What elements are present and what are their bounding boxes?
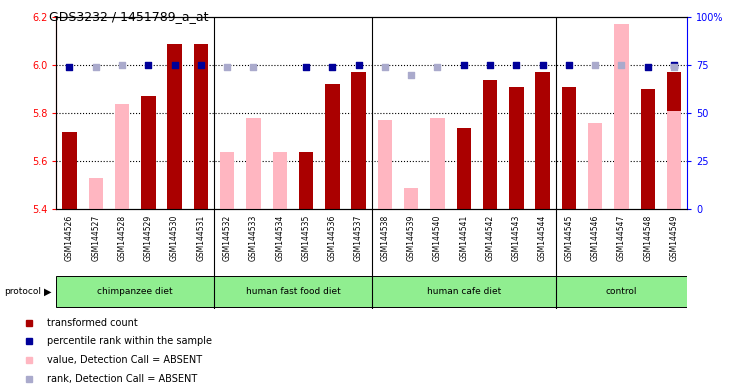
Point (379, 64, 391, 70)
Text: GSM144544: GSM144544 (538, 215, 547, 261)
Point (64, 64, 75, 70)
Text: GSM144537: GSM144537 (354, 215, 363, 261)
Text: GSM144536: GSM144536 (328, 215, 336, 261)
Text: transformed count: transformed count (47, 318, 138, 328)
Point (116, 62, 128, 68)
Bar (56, 276, 214, 307)
Bar (483, 79, 497, 209)
Point (353, 62, 365, 68)
Bar (351, 73, 366, 209)
Bar (194, 44, 208, 209)
Text: human fast food diet: human fast food diet (246, 287, 340, 296)
Text: value, Detection Call = ABSENT: value, Detection Call = ABSENT (47, 355, 203, 365)
Text: GSM144533: GSM144533 (249, 215, 258, 261)
Text: control: control (606, 287, 637, 296)
Text: GSM144547: GSM144547 (617, 215, 626, 261)
Bar (372, 276, 556, 307)
Text: GSM144530: GSM144530 (170, 215, 179, 261)
Point (457, 62, 470, 68)
Text: GSM144538: GSM144538 (381, 215, 389, 261)
Bar (115, 104, 129, 209)
Point (590, 62, 602, 68)
Text: GSM144541: GSM144541 (460, 215, 468, 261)
Text: GSM144545: GSM144545 (565, 215, 573, 261)
Text: protocol: protocol (4, 287, 41, 296)
Bar (404, 188, 418, 209)
Bar (89, 178, 103, 209)
Text: GSM144535: GSM144535 (302, 215, 310, 261)
Point (90, 64, 102, 70)
Bar (535, 73, 550, 209)
Point (431, 64, 443, 70)
Point (300, 64, 312, 70)
Bar (246, 118, 261, 209)
Text: GSM144528: GSM144528 (118, 215, 126, 261)
Point (536, 62, 548, 68)
Point (195, 62, 207, 68)
Bar (62, 132, 77, 209)
Point (406, 72, 418, 78)
Bar (509, 87, 523, 209)
Point (143, 62, 155, 68)
Text: GSM144546: GSM144546 (591, 215, 599, 261)
Point (668, 62, 680, 68)
Point (326, 64, 338, 70)
Point (222, 64, 234, 70)
Bar (378, 121, 392, 209)
Text: rank, Detection Call = ABSENT: rank, Detection Call = ABSENT (47, 374, 198, 384)
Text: GSM144543: GSM144543 (512, 215, 520, 261)
Text: GSM144532: GSM144532 (223, 215, 231, 261)
Bar (214, 276, 372, 307)
Text: GSM144526: GSM144526 (65, 215, 74, 261)
Text: GSM144539: GSM144539 (407, 215, 415, 261)
Bar (167, 44, 182, 209)
Text: percentile rank within the sample: percentile rank within the sample (47, 336, 213, 346)
Text: ▶: ▶ (44, 287, 51, 297)
Text: chimpanzee diet: chimpanzee diet (98, 287, 173, 296)
Text: GSM144549: GSM144549 (670, 215, 678, 261)
Text: GSM144531: GSM144531 (197, 215, 205, 261)
Bar (430, 118, 445, 209)
Bar (588, 123, 602, 209)
Bar (556, 276, 687, 307)
Bar (457, 127, 471, 209)
Text: GSM144534: GSM144534 (276, 215, 284, 261)
Bar (641, 89, 655, 209)
Bar (273, 152, 287, 209)
Point (563, 62, 575, 68)
Point (511, 62, 523, 68)
Bar (667, 73, 681, 209)
Text: GSM144527: GSM144527 (92, 215, 100, 261)
Bar (667, 111, 681, 209)
Point (169, 62, 181, 68)
Point (484, 62, 496, 68)
Text: GSM144529: GSM144529 (144, 215, 152, 261)
Bar (220, 152, 234, 209)
Text: human cafe diet: human cafe diet (427, 287, 501, 296)
Point (248, 64, 260, 70)
Bar (141, 96, 155, 209)
Bar (614, 25, 629, 209)
Point (616, 62, 628, 68)
Text: GSM144548: GSM144548 (644, 215, 652, 261)
Point (641, 64, 653, 70)
Bar (325, 84, 339, 209)
Bar (299, 152, 313, 209)
Text: GSM144540: GSM144540 (433, 215, 442, 261)
Text: GSM144542: GSM144542 (486, 215, 494, 261)
Bar (562, 87, 576, 209)
Point (668, 64, 680, 70)
Text: GDS3232 / 1451789_a_at: GDS3232 / 1451789_a_at (49, 10, 208, 23)
